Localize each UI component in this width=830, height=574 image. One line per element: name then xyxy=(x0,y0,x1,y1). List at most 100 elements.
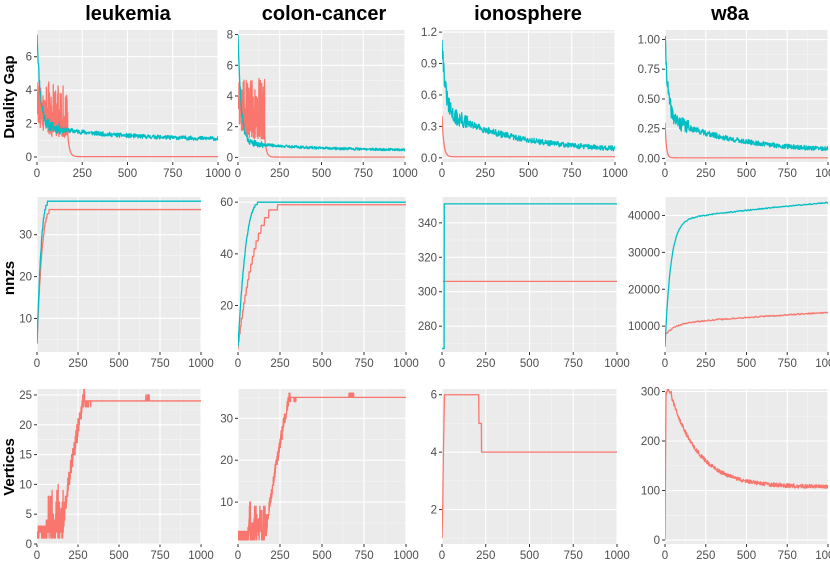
series-line-teal xyxy=(665,201,828,347)
x-tick-label: 1000 xyxy=(602,168,628,180)
series-line-salmon xyxy=(665,389,828,541)
x-tick-label: 250 xyxy=(270,168,289,180)
x-tick-label: 0 xyxy=(439,550,445,562)
axes: 0 250 500 750 1000 0 100 200 300 xyxy=(641,386,830,562)
x-tick-label: 500 xyxy=(737,550,756,562)
series-line-teal xyxy=(238,34,405,152)
column-title-w8a: w8a xyxy=(710,3,750,25)
x-tick-label: 500 xyxy=(109,358,128,370)
x-tick-label: 750 xyxy=(163,168,182,180)
series-group xyxy=(442,203,617,350)
y-tick-label: 15 xyxy=(19,450,32,462)
x-tick-label: 750 xyxy=(354,358,373,370)
y-tick-label: 4 xyxy=(227,91,234,103)
axes: 0 250 500 750 1000 0.0 0.3 0.6 0.9 1.2 xyxy=(421,27,628,180)
panel-vertices-ionosphere: 0 250 500 750 1000 2 4 6 xyxy=(431,389,630,562)
series-group xyxy=(37,389,201,539)
x-tick-label: 750 xyxy=(150,550,169,562)
y-tick-label: 100 xyxy=(641,486,660,498)
x-tick-label: 0 xyxy=(34,358,40,370)
y-tick-label: 40 xyxy=(220,249,233,261)
x-tick-label: 1000 xyxy=(815,550,830,562)
x-tick-label: 250 xyxy=(270,550,289,562)
x-tick-label: 1000 xyxy=(188,358,214,370)
x-tick-label: 1000 xyxy=(392,168,418,180)
series-line-salmon xyxy=(238,392,406,541)
y-tick-label: 340 xyxy=(418,218,437,230)
y-tick-label: 30000 xyxy=(628,247,660,259)
minor-gridlines xyxy=(238,389,406,544)
y-tick-label: 280 xyxy=(418,321,437,333)
x-tick-label: 750 xyxy=(778,358,797,370)
y-tick-label: 300 xyxy=(641,386,660,398)
panel-nnzs-colon-cancer: 0 250 500 750 1000 20 40 60 xyxy=(220,197,419,370)
x-tick-label: 750 xyxy=(562,168,581,180)
y-tick-label: 20 xyxy=(220,301,233,313)
x-tick-label: 250 xyxy=(476,358,495,370)
y-tick-label: 60 xyxy=(220,197,233,209)
x-tick-label: 500 xyxy=(312,358,331,370)
axes: 0 250 500 750 1000 10 20 30 xyxy=(19,197,214,370)
x-tick-label: 750 xyxy=(564,358,583,370)
y-tick-label: 6 xyxy=(431,390,437,402)
axes: 0 250 500 750 1000 280 300 320 340 xyxy=(418,197,630,370)
axes: 0 250 500 750 1000 2 4 6 xyxy=(431,389,630,562)
x-tick-label: 750 xyxy=(778,168,797,180)
series-line-teal xyxy=(665,36,828,152)
x-tick-label: 500 xyxy=(520,358,539,370)
y-tick-label: 6 xyxy=(227,60,233,72)
x-tick-label: 0 xyxy=(662,358,668,370)
y-tick-label: 8 xyxy=(227,30,233,42)
axes: 0 250 500 750 1000 10000 20000 30000 40000 xyxy=(628,197,830,370)
series-group xyxy=(665,389,828,541)
x-tick-label: 250 xyxy=(73,168,92,180)
series-line-salmon xyxy=(238,204,406,350)
x-tick-label: 500 xyxy=(312,168,331,180)
column-title-ionosphere: ionosphere xyxy=(474,3,582,25)
axes: 0 250 500 750 1000 0 5 10 15 20 25 xyxy=(19,389,214,562)
y-tick-label: 4 xyxy=(26,85,33,97)
y-tick-label: 2 xyxy=(26,119,32,131)
y-tick-label: 0.9 xyxy=(421,59,437,71)
x-tick-label: 750 xyxy=(778,550,797,562)
x-tick-label: 500 xyxy=(520,550,539,562)
x-tick-label: 250 xyxy=(476,550,495,562)
x-tick-label: 0 xyxy=(662,550,668,562)
panel-duality-gap-colon-cancer: 0 250 500 750 1000 0 2 4 6 8 xyxy=(227,30,418,180)
x-tick-label: 0 xyxy=(439,168,445,180)
series-group xyxy=(442,394,617,539)
series-group xyxy=(238,201,406,350)
series-line-teal xyxy=(37,34,218,142)
x-tick-label: 1000 xyxy=(815,168,830,180)
x-tick-label: 0 xyxy=(662,168,668,180)
series-line-salmon xyxy=(442,394,617,539)
y-tick-label: 0.6 xyxy=(421,90,437,102)
series-line-salmon xyxy=(37,389,201,539)
x-tick-label: 500 xyxy=(118,168,137,180)
series-line-salmon xyxy=(37,81,218,158)
row-title-duality-gap: Duality Gap xyxy=(1,55,18,138)
x-tick-label: 500 xyxy=(737,358,756,370)
x-tick-label: 500 xyxy=(519,168,538,180)
y-tick-label: 10 xyxy=(220,497,233,509)
column-title-leukemia: leukemia xyxy=(85,3,171,25)
y-tick-label: 30 xyxy=(220,413,233,425)
series-group xyxy=(238,392,406,541)
y-tick-label: 6 xyxy=(26,52,32,64)
x-tick-label: 750 xyxy=(564,550,583,562)
x-tick-label: 1000 xyxy=(604,550,630,562)
y-tick-label: 4 xyxy=(431,447,438,459)
y-tick-label: 1.00 xyxy=(638,35,660,47)
series-line-salmon xyxy=(37,208,201,344)
y-tick-label: 10 xyxy=(19,313,32,325)
series-group xyxy=(442,39,615,158)
panel-vertices-leukemia: 0 250 500 750 1000 0 5 10 15 20 25 xyxy=(19,389,214,562)
x-tick-label: 1000 xyxy=(188,550,214,562)
y-tick-label: 20 xyxy=(19,420,32,432)
series-line-salmon xyxy=(442,115,615,158)
column-titles: leukemia colon-cancer ionosphere w8a xyxy=(85,3,750,25)
x-tick-label: 0 xyxy=(34,168,40,180)
y-tick-label: 2 xyxy=(227,122,233,134)
panel-duality-gap-w8a: 0 250 500 750 1000 0.00 0.25 0.50 0.75 1.00 xyxy=(638,30,830,180)
